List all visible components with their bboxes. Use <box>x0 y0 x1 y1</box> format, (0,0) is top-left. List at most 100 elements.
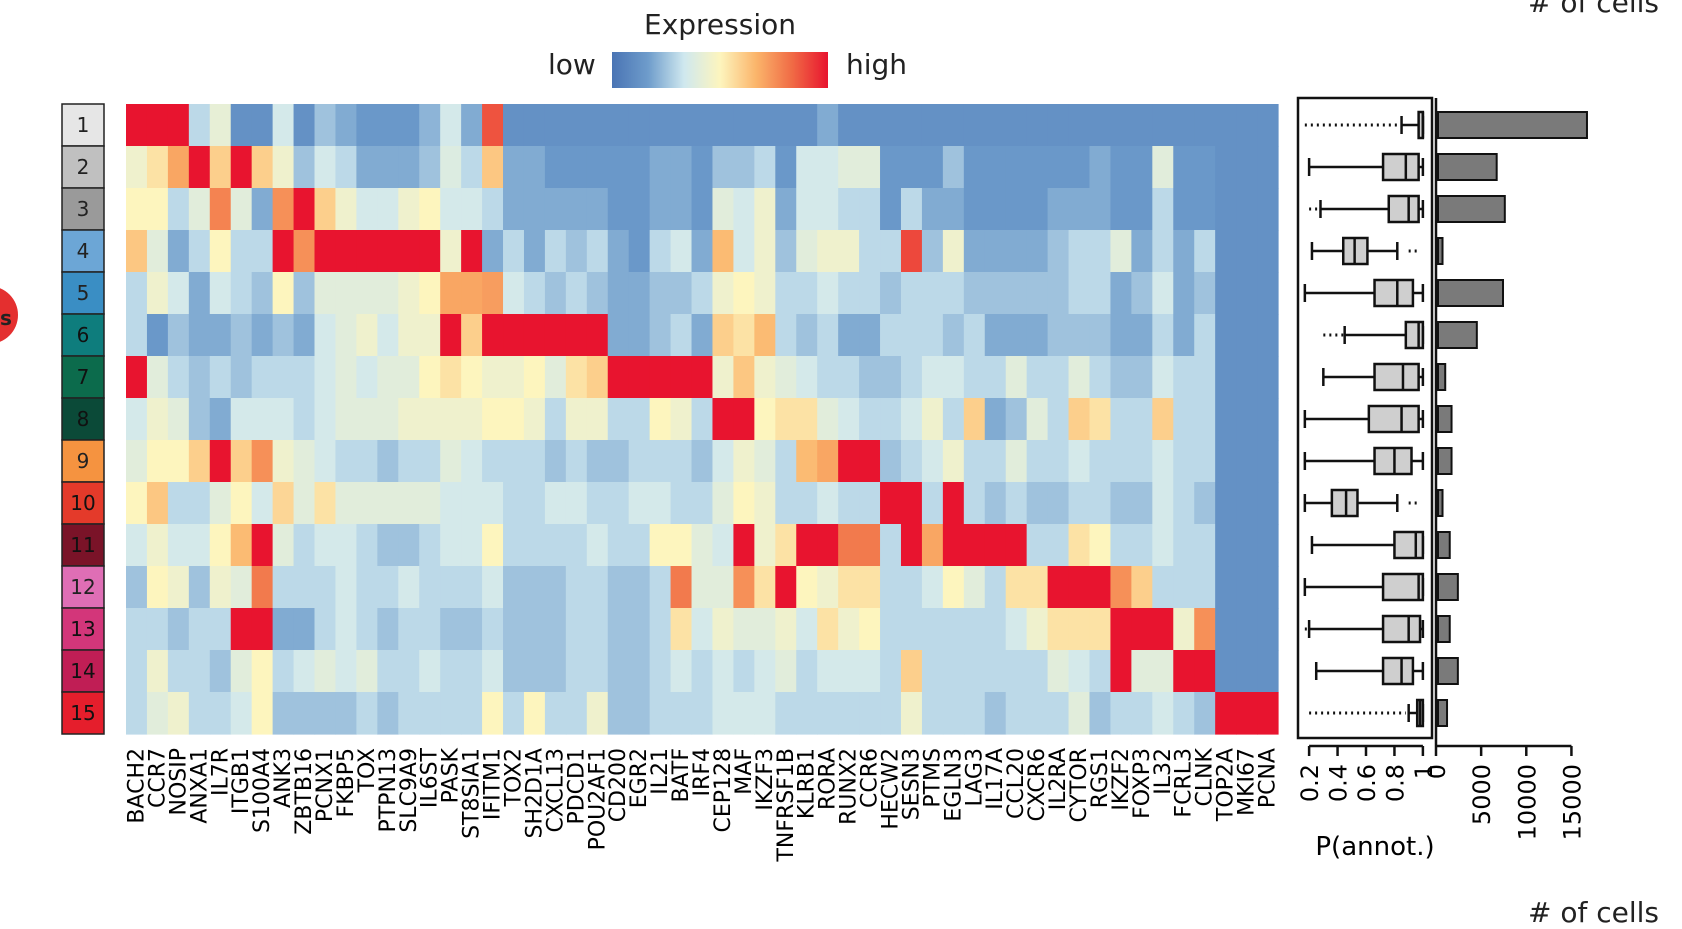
heatmap-cell <box>565 692 588 735</box>
heatmap-cell <box>880 230 902 273</box>
heatmap-cell <box>230 650 253 693</box>
cluster-label-box <box>61 607 105 651</box>
heatmap-cell <box>1110 608 1132 651</box>
heatmap-cell <box>942 356 965 399</box>
heatmap-cell <box>461 650 483 693</box>
heatmap-cell <box>733 608 755 651</box>
heatmap-cell <box>146 104 169 147</box>
heatmap-cell <box>649 272 672 315</box>
heatmap-cell <box>251 188 274 231</box>
heatmap-cell <box>921 146 944 189</box>
heatmap-cell <box>775 524 797 567</box>
gene-label: RUNX2 <box>837 748 862 825</box>
heatmap-cell <box>251 146 274 189</box>
heatmap-cell <box>1047 398 1070 441</box>
heatmap-cell <box>146 566 169 609</box>
heatmap-cell <box>482 356 504 399</box>
heatmap-cell <box>188 566 211 609</box>
heatmap-cell <box>126 188 148 231</box>
heatmap-cell <box>963 566 986 609</box>
heatmap-cell <box>733 566 755 609</box>
heatmap-cell <box>544 608 567 651</box>
cluster-label-box <box>61 229 105 273</box>
bar-tick-label: 15000 <box>1558 764 1586 840</box>
heatmap-cell <box>649 650 672 693</box>
heatmap-cell <box>1236 146 1258 189</box>
heatmap-cell <box>838 314 860 357</box>
heatmap-cell <box>838 230 860 273</box>
heatmap-cell <box>942 104 965 147</box>
heatmap-cell <box>1026 314 1049 357</box>
heatmap-cell <box>817 314 839 357</box>
heatmap-cell <box>607 104 630 147</box>
heatmap-cell <box>1068 230 1091 273</box>
heatmap-cell <box>167 104 190 147</box>
gene-label: TNFRSF1B <box>774 748 799 863</box>
heatmap-cell <box>1005 230 1028 273</box>
heatmap-cell <box>1257 608 1279 651</box>
heatmap-cell <box>628 188 651 231</box>
heatmap-cell <box>754 272 776 315</box>
heatmap-cell <box>1131 272 1153 315</box>
heatmap-cell <box>1173 314 1195 357</box>
heatmap-cell <box>670 524 693 567</box>
heatmap-cell <box>817 524 839 567</box>
heatmap-cell <box>377 524 399 567</box>
heatmap-cell <box>272 398 295 441</box>
heatmap-cell <box>1131 356 1153 399</box>
heatmap-cell <box>251 482 274 525</box>
heatmap-cell <box>1257 188 1279 231</box>
heatmap-cell <box>586 188 609 231</box>
heatmap-cell <box>1131 104 1153 147</box>
heatmap-cell <box>1005 314 1028 357</box>
heatmap-cell <box>314 146 337 189</box>
heatmap-cell <box>1026 650 1049 693</box>
boxplot-tick-label: 0.4 <box>1325 764 1353 802</box>
heatmap-cell <box>1131 146 1153 189</box>
heatmap-cell <box>859 272 881 315</box>
heatmap-cell <box>796 524 818 567</box>
boxplot-tick-label: 0.8 <box>1381 764 1409 802</box>
heatmap-cell <box>335 608 357 651</box>
heatmap-cell <box>503 146 525 189</box>
heatmap-cell <box>335 482 357 525</box>
heatmap-cell <box>209 566 232 609</box>
heatmap-cell <box>775 104 797 147</box>
heatmap-cell <box>754 524 776 567</box>
heatmap-cell <box>1173 146 1195 189</box>
gene-label: FKBP5 <box>334 748 359 817</box>
heatmap-cell <box>1110 104 1132 147</box>
heatmap-cell <box>754 440 776 483</box>
heatmap-cell <box>314 482 337 525</box>
heatmap-cell <box>880 398 902 441</box>
cell-count-bar <box>1437 405 1453 433</box>
heatmap-cell <box>900 650 923 693</box>
heatmap-cell <box>963 356 986 399</box>
heatmap-cell <box>628 566 651 609</box>
heatmap-cell <box>586 272 609 315</box>
heatmap-cell <box>754 356 776 399</box>
heatmap-cell <box>921 104 944 147</box>
cell-count-bar <box>1437 279 1505 307</box>
heatmap-cell <box>963 524 986 567</box>
heatmap-cell <box>523 524 546 567</box>
heatmap-cell <box>817 650 839 693</box>
heatmap-cell <box>900 146 923 189</box>
heatmap-cell <box>1152 608 1174 651</box>
heatmap-cell <box>838 440 860 483</box>
heatmap-cell <box>1089 104 1112 147</box>
heatmap-cell <box>377 608 399 651</box>
heatmap-cell <box>649 608 672 651</box>
heatmap-cell <box>775 440 797 483</box>
heatmap-cell <box>1131 692 1153 735</box>
heatmap-cell <box>1005 146 1028 189</box>
heatmap-cell <box>628 440 651 483</box>
cluster-label-box <box>61 271 105 315</box>
heatmap-cell <box>146 482 169 525</box>
heatmap-cell <box>544 398 567 441</box>
heatmap-cell <box>984 482 1007 525</box>
heatmap-cell <box>398 482 420 525</box>
heatmap-cell <box>419 566 441 609</box>
gene-label: BATF <box>669 748 694 803</box>
heatmap-cell <box>523 440 546 483</box>
